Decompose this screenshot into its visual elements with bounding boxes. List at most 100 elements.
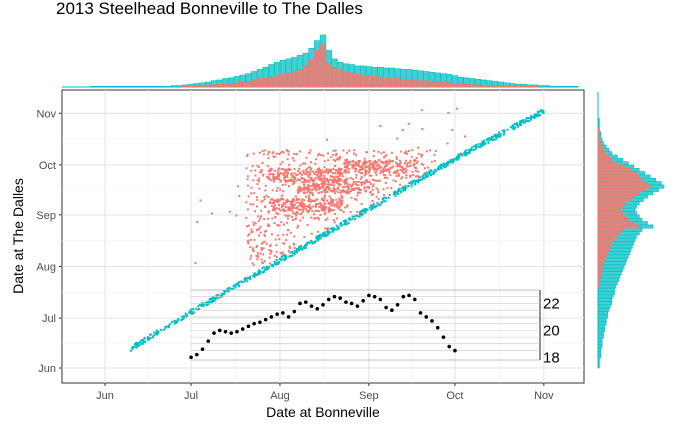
teal-point-623 bbox=[303, 246, 306, 249]
teal-point-391 bbox=[283, 258, 286, 261]
red-point-754 bbox=[320, 169, 323, 172]
red-point-1059 bbox=[350, 190, 353, 193]
red-point-34 bbox=[326, 217, 329, 220]
red-point-769 bbox=[302, 210, 305, 213]
right-hist-bar-red-42 bbox=[597, 224, 640, 229]
right-hist-bar-red-63 bbox=[597, 154, 610, 159]
right-hist-bar-red-68 bbox=[597, 137, 600, 142]
red-point-338 bbox=[282, 151, 285, 154]
teal-point-681 bbox=[463, 153, 466, 156]
teal-point-486 bbox=[514, 126, 517, 129]
red-point-522 bbox=[296, 226, 299, 229]
teal-point-134 bbox=[536, 113, 539, 116]
top-hist-bar-teal-6 bbox=[96, 85, 103, 88]
red-point-378 bbox=[347, 186, 350, 189]
red-point-85 bbox=[289, 203, 292, 206]
red-point-884 bbox=[332, 200, 335, 203]
red-point-211 bbox=[293, 153, 296, 156]
red-point-1076 bbox=[312, 182, 315, 185]
top-hist-bar-teal-13 bbox=[136, 85, 143, 88]
teal-point-138 bbox=[525, 116, 528, 119]
red-point-1014 bbox=[362, 181, 365, 184]
teal-point-376 bbox=[270, 264, 273, 267]
teal-point-662 bbox=[136, 342, 139, 345]
red-point-938 bbox=[330, 201, 333, 204]
teal-point-368 bbox=[263, 268, 266, 271]
red-point-241 bbox=[267, 217, 270, 220]
right-hist-bar-teal-7 bbox=[597, 341, 603, 346]
teal-point-244 bbox=[213, 299, 216, 302]
red-point-917 bbox=[324, 202, 327, 205]
red-point-540 bbox=[276, 212, 279, 215]
red-point-655 bbox=[334, 172, 337, 175]
inset-point-2 bbox=[200, 347, 205, 352]
red-point-332 bbox=[282, 190, 285, 193]
teal-point-375 bbox=[359, 213, 362, 216]
red-point-507 bbox=[275, 212, 278, 215]
red-point-855 bbox=[268, 201, 271, 204]
red-point-127 bbox=[331, 153, 334, 156]
red-point-137 bbox=[353, 149, 356, 152]
red-point-864 bbox=[329, 208, 332, 211]
teal-point-404 bbox=[385, 196, 388, 199]
teal-point-55 bbox=[482, 141, 485, 144]
right-hist-bar-red-50 bbox=[597, 197, 632, 202]
red-point-806 bbox=[340, 209, 343, 212]
teal-point-332 bbox=[515, 122, 518, 125]
x-axis-title: Date at Bonneville bbox=[266, 404, 380, 420]
red-point-929 bbox=[290, 200, 293, 203]
red-point-80 bbox=[256, 215, 259, 218]
red-point-1177 bbox=[357, 162, 360, 165]
teal-point-284 bbox=[197, 308, 200, 311]
red-point-1231 bbox=[358, 168, 361, 171]
teal-point-638 bbox=[495, 135, 498, 138]
red-point-97 bbox=[294, 218, 297, 221]
red-point-977 bbox=[302, 189, 305, 192]
red-point-158 bbox=[269, 244, 272, 247]
red-point-224 bbox=[263, 240, 266, 243]
right-hist-bar-red-51 bbox=[597, 194, 635, 199]
red-point-867 bbox=[331, 201, 334, 204]
red-point-380 bbox=[298, 150, 301, 153]
teal-point-14 bbox=[291, 250, 294, 253]
top-hist-bar-red-53 bbox=[365, 75, 373, 88]
red-point-409 bbox=[282, 233, 285, 236]
red-point-65 bbox=[336, 157, 339, 160]
red-point-1203 bbox=[368, 167, 371, 170]
teal-point-522 bbox=[141, 342, 144, 345]
teal-point-520 bbox=[457, 153, 460, 156]
red-point-1071 bbox=[321, 184, 324, 187]
right-hist-bar-red-52 bbox=[597, 191, 640, 196]
teal-point-248 bbox=[153, 333, 156, 336]
right-hist-bar-red-36 bbox=[597, 244, 611, 249]
red-point-362 bbox=[287, 250, 290, 253]
teal-point-227 bbox=[425, 174, 428, 177]
red-point-479 bbox=[303, 172, 306, 175]
right-histogram bbox=[597, 91, 665, 369]
teal-point-277 bbox=[365, 208, 368, 211]
teal-point-325 bbox=[335, 228, 338, 231]
red-point-29 bbox=[305, 156, 308, 159]
red-point-86 bbox=[269, 179, 272, 182]
top-hist-bar-teal-9 bbox=[113, 85, 120, 88]
red-point-894 bbox=[303, 207, 306, 210]
top-hist-bar-red-56 bbox=[382, 77, 390, 88]
red-point-811 bbox=[325, 206, 328, 209]
red-point-192 bbox=[289, 231, 292, 234]
red-point-333 bbox=[390, 187, 393, 190]
red-point-437 bbox=[252, 223, 255, 226]
red-point-1240 bbox=[365, 165, 368, 168]
teal-point-314 bbox=[371, 204, 374, 207]
red-point-939 bbox=[318, 205, 321, 208]
red-point-908 bbox=[287, 208, 290, 211]
red-point-148 bbox=[256, 252, 259, 255]
red-point-555 bbox=[397, 174, 400, 177]
top-hist-bar-teal-5 bbox=[90, 85, 97, 88]
teal-point-417 bbox=[422, 174, 425, 177]
teal-point-51 bbox=[180, 315, 183, 318]
red-point-1242 bbox=[366, 165, 369, 168]
red-point-445 bbox=[262, 247, 265, 250]
red-point-596 bbox=[339, 168, 342, 171]
teal-point-360 bbox=[364, 211, 367, 214]
red-point-7 bbox=[384, 181, 387, 184]
